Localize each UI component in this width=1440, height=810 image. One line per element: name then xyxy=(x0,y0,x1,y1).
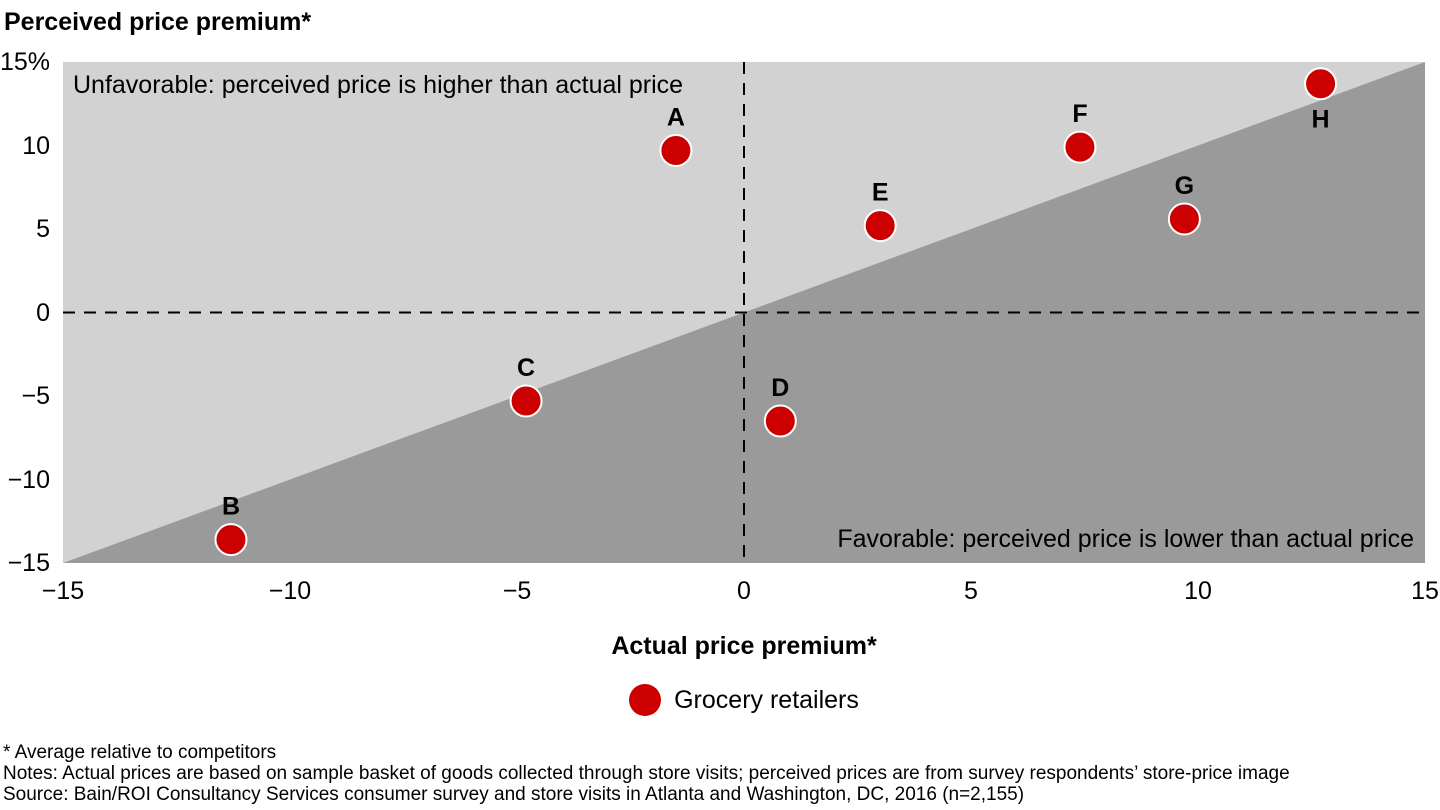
x-tick--10: −10 xyxy=(268,577,312,605)
data-point-F xyxy=(1063,130,1097,164)
data-point-label-D: D xyxy=(771,374,789,402)
footnote-source: Source: Bain/ROI Consultancy Services co… xyxy=(3,784,1025,805)
data-point-E xyxy=(863,209,897,243)
data-point-label-F: F xyxy=(1072,100,1087,128)
data-point-B xyxy=(214,523,248,557)
y-axis-tick-labels: 15% 10 5 0 −5 −10 −15 xyxy=(0,0,50,810)
data-point-label-C: C xyxy=(517,354,535,382)
y-tick--10: −10 xyxy=(7,465,50,494)
data-point-A xyxy=(659,134,693,168)
data-point-label-H: H xyxy=(1312,106,1330,134)
y-tick-5: 5 xyxy=(36,215,50,243)
y-tick--15: −15 xyxy=(7,549,50,577)
legend: Grocery retailers xyxy=(63,684,1425,716)
legend-marker-icon xyxy=(629,684,662,716)
x-tick--15: −15 xyxy=(41,577,85,605)
footnotes: * Average relative to competitors Notes:… xyxy=(3,742,1290,805)
data-point-C xyxy=(509,384,543,418)
data-point-label-E: E xyxy=(872,179,889,207)
data-point-H xyxy=(1304,67,1338,101)
data-point-label-A: A xyxy=(667,104,685,132)
legend-item-label: Grocery retailers xyxy=(674,685,859,714)
data-point-D xyxy=(763,404,797,438)
x-tick-5: 5 xyxy=(964,577,978,605)
footnote-asterisk: * Average relative to competitors xyxy=(3,742,277,763)
x-tick-15: 15 xyxy=(1411,577,1439,605)
data-point-label-B: B xyxy=(222,493,240,521)
y-axis-title: Perceived price premium* xyxy=(4,8,312,36)
x-axis-tick-labels: −15 −10 −5 0 5 10 15 xyxy=(0,578,1440,608)
region-label-favorable: Favorable: perceived price is lower than… xyxy=(837,525,1414,553)
y-tick-10: 10 xyxy=(22,131,50,160)
y-tick-15: 15% xyxy=(0,48,51,76)
x-tick--5: −5 xyxy=(502,577,532,605)
x-tick-0: 0 xyxy=(737,577,751,605)
scatter-plot-svg: A B C D E F G H xyxy=(63,62,1425,563)
footnote-notes: Notes: Actual prices are based on sample… xyxy=(3,763,1290,784)
data-point-label-G: G xyxy=(1175,172,1194,200)
x-axis-title: Actual price premium* xyxy=(611,632,877,660)
y-tick--5: −5 xyxy=(21,382,50,410)
y-tick-0: 0 xyxy=(36,298,50,327)
region-label-unfavorable: Unfavorable: perceived price is higher t… xyxy=(73,71,684,99)
plot-area: A B C D E F G H Unfavorable: perceived price is… xyxy=(63,62,1425,563)
x-tick-10: 10 xyxy=(1184,577,1212,605)
data-point-G xyxy=(1167,202,1201,236)
